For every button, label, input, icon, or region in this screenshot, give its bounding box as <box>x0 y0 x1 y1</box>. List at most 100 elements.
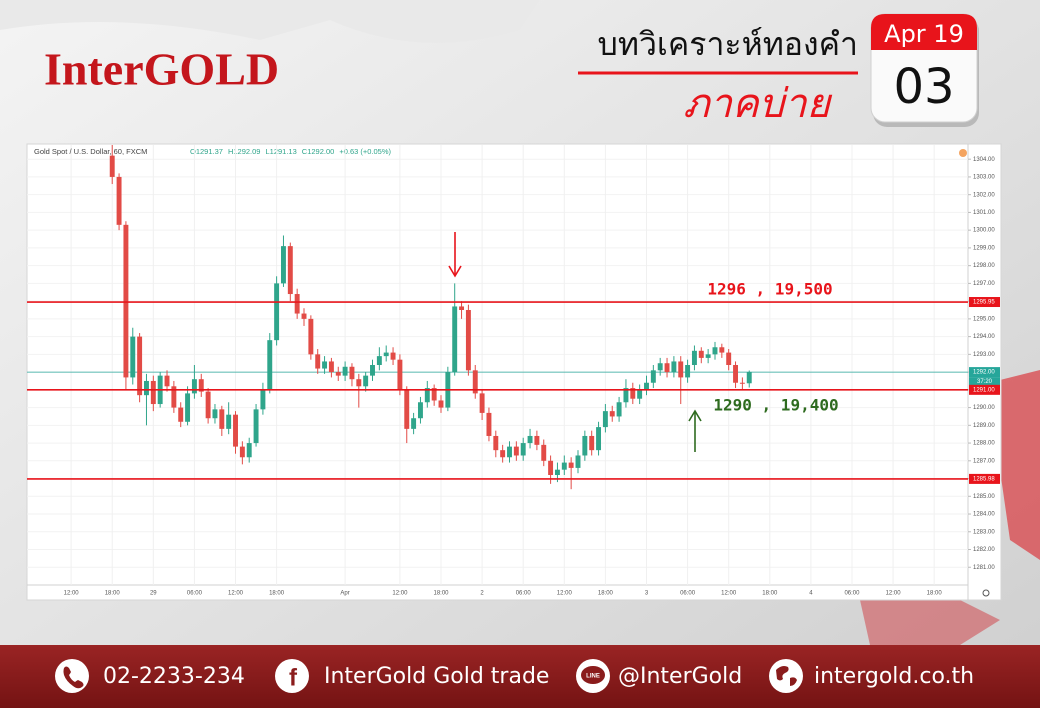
level-tag <box>969 473 1000 484</box>
legend-value: C1292.00 <box>302 147 335 156</box>
footer-line[interactable]: @InterGold <box>618 664 742 689</box>
candle-body <box>719 347 725 353</box>
candle-body <box>465 310 471 371</box>
candle-body <box>644 382 649 390</box>
candle-body <box>602 411 608 428</box>
candle-body <box>349 366 355 380</box>
chart-icon[interactable] <box>959 149 967 157</box>
candle-body <box>424 388 430 403</box>
x-tick-label: 12:00 <box>886 591 902 597</box>
candle-body <box>685 365 691 378</box>
x-tick-label: 06:00 <box>680 591 696 597</box>
candle-body <box>130 336 136 378</box>
legend-value: L1291.13 <box>265 147 296 156</box>
candle-body <box>554 469 560 475</box>
candle-body <box>486 412 492 436</box>
candle-body <box>191 379 197 394</box>
countdown-label: 37:20 <box>977 379 993 385</box>
line-icon: LINE <box>576 659 610 693</box>
candle-body <box>691 350 697 365</box>
level-tag <box>969 384 1000 395</box>
x-tick-label: 12:00 <box>392 591 408 597</box>
x-tick-label: 29 <box>150 591 157 597</box>
price-tag-label: 1292.00 <box>973 370 995 376</box>
candle-body <box>746 372 752 384</box>
candle-body <box>356 379 362 387</box>
x-tick-label: 18:00 <box>598 591 614 597</box>
candle-body <box>561 462 567 470</box>
y-tick-label: 1287.00 <box>973 458 995 464</box>
facebook-icon: f <box>275 659 309 693</box>
arrow-down <box>448 232 462 278</box>
footer-phone[interactable]: 02-2233-234 <box>103 664 245 689</box>
y-tick-label: 1285.00 <box>973 494 995 500</box>
calendar-day: 03 <box>893 59 954 115</box>
candle-body <box>150 380 156 405</box>
candle-body <box>370 365 375 376</box>
footer-band <box>0 645 1040 708</box>
candle-body <box>726 352 732 365</box>
footer-website[interactable]: intergold.co.th <box>814 664 974 689</box>
candle-body <box>239 446 245 458</box>
candle-body <box>479 393 485 413</box>
candle-body <box>630 388 636 399</box>
candle-body <box>171 386 177 408</box>
candle-body <box>452 306 458 373</box>
candle-body <box>739 382 745 384</box>
candle-body <box>596 427 602 451</box>
x-tick-label: 06:00 <box>516 591 532 597</box>
candle-body <box>527 435 533 444</box>
candle-body <box>493 435 499 451</box>
settings-icon[interactable] <box>982 589 990 597</box>
y-tick-label: 1290.00 <box>973 405 995 411</box>
candle-body <box>287 246 293 295</box>
x-tick-label: 06:00 <box>187 591 203 597</box>
y-tick-label: 1294.00 <box>973 334 995 340</box>
candle-body <box>438 400 444 408</box>
candle-body <box>678 361 684 378</box>
candle-body <box>185 393 191 422</box>
candle-body <box>404 389 410 429</box>
y-tick-label: 1297.00 <box>973 281 995 287</box>
candle-body <box>280 246 286 284</box>
candle-body <box>657 363 663 371</box>
subtitle: ภาคบ่าย <box>683 81 832 127</box>
candle-body <box>609 411 615 417</box>
candle-body <box>308 318 314 355</box>
candle-body <box>568 462 574 468</box>
candle-body <box>116 176 122 225</box>
x-tick-label: 3 <box>645 591 649 597</box>
candle-body <box>219 409 225 429</box>
y-tick-label: 1300.00 <box>973 228 995 234</box>
candle-body <box>733 365 739 383</box>
x-tick-label: 12:00 <box>64 591 80 597</box>
x-tick-label: 18:00 <box>762 591 778 597</box>
y-tick-label: 1304.00 <box>973 157 995 163</box>
candle-body <box>650 370 656 383</box>
y-tick-label: 1288.00 <box>973 441 995 447</box>
y-tick-label: 1299.00 <box>973 245 995 251</box>
x-tick-label: 06:00 <box>844 591 860 597</box>
candle-body <box>253 409 259 444</box>
svg-text:LINE: LINE <box>586 674 600 680</box>
candle-body <box>623 388 629 403</box>
candle-body <box>472 370 478 394</box>
level-tag-label: 1295.95 <box>973 300 995 306</box>
globe-shape <box>860 590 1000 645</box>
y-tick-label: 1289.00 <box>973 423 995 429</box>
y-tick-label: 1301.00 <box>973 210 995 216</box>
x-tick-label: 12:00 <box>557 591 573 597</box>
y-tick-label: 1298.00 <box>973 263 995 269</box>
candle-body <box>178 407 184 422</box>
candle-body <box>520 443 526 456</box>
countdown-tag <box>969 377 1000 387</box>
candle-body <box>712 347 718 355</box>
footer-facebook[interactable]: InterGold Gold trade <box>324 664 549 689</box>
chart-layer: O1291.37 H1292.09 L1291.13 C1292.00 +0.63 (+… <box>27 145 1000 597</box>
candle-body <box>459 306 465 310</box>
x-tick-label: 18:00 <box>433 591 449 597</box>
candle-body <box>500 450 506 458</box>
candle-body <box>376 356 382 365</box>
svg-text:f: f <box>289 664 298 691</box>
candle-body <box>513 446 519 456</box>
